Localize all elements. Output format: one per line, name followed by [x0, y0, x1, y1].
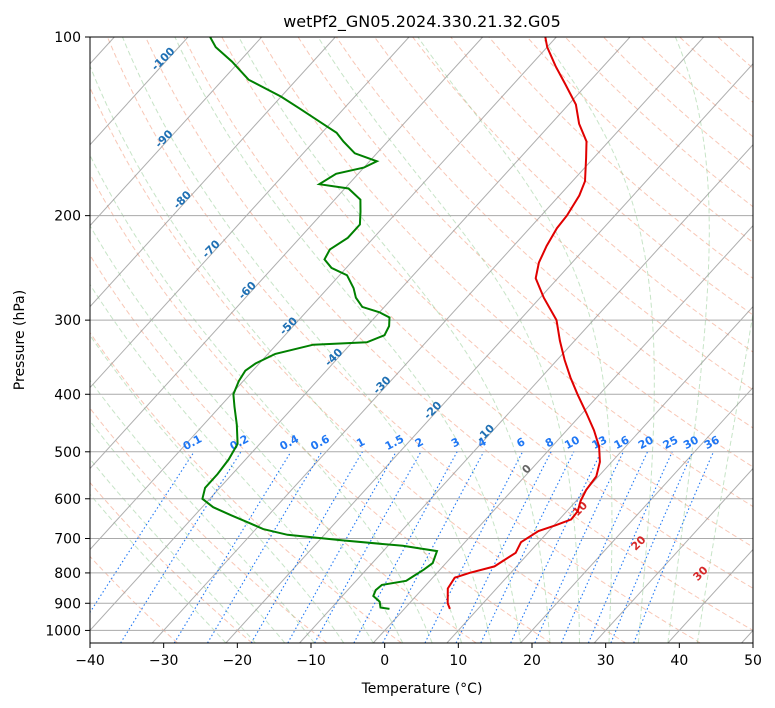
mixing-ratio-line	[173, 451, 292, 643]
dewpoint-line	[201, 37, 439, 610]
mixing-ratio-line	[314, 451, 422, 643]
isotherm	[90, 37, 410, 389]
x-tick-label: −10	[296, 653, 326, 669]
mixing-ratio-line	[207, 451, 323, 643]
y-tick-label: 900	[54, 596, 81, 612]
isotherm	[593, 467, 753, 643]
moist-adiabat	[90, 283, 374, 643]
dry-adiabat	[90, 86, 626, 643]
x-axis-label: Temperature (°C)	[361, 681, 483, 697]
dry-adiabat	[297, 37, 753, 468]
x-tick-label: 30	[597, 653, 615, 669]
mixing-ratio-label: 25	[661, 433, 681, 452]
y-tick-label: 600	[54, 492, 81, 508]
temperature-line	[446, 37, 601, 610]
isotherm	[520, 386, 753, 643]
mixing-ratio-line	[633, 451, 715, 643]
moist-adiabat	[238, 37, 551, 643]
mixing-ratio-lines	[90, 451, 715, 643]
moist-adiabat	[317, 37, 580, 643]
moist-adiabat	[90, 154, 433, 643]
dry-adiabat	[106, 37, 701, 643]
mixing-ratio-line	[120, 451, 242, 643]
mixing-ratio-line	[382, 451, 485, 643]
mixing-ratio-line	[353, 451, 458, 643]
dry-adiabat	[412, 37, 753, 353]
moist-adiabat	[417, 37, 613, 643]
plot-frame	[89, 36, 754, 644]
moist-adiabat	[90, 458, 256, 643]
isotherm	[151, 37, 705, 643]
mixing-ratio-label: 20	[636, 433, 656, 452]
x-tick-label: 40	[670, 653, 688, 669]
y-tick-label: 500	[54, 445, 81, 461]
mixing-ratio-label: 10	[562, 433, 582, 452]
moist-adiabat	[122, 37, 492, 643]
y-tick-label: 1000	[45, 623, 81, 639]
mixing-ratio-line	[610, 451, 694, 643]
dry-adiabat	[90, 173, 552, 643]
moist-adiabat	[90, 420, 286, 643]
sounding-series	[201, 37, 601, 610]
x-tick-label: −40	[75, 653, 105, 669]
dry-adiabat	[374, 37, 753, 391]
isotherm	[372, 224, 753, 643]
mixing-ratio-line	[90, 451, 195, 614]
x-tick-label: −20	[223, 653, 253, 669]
mixing-ratio-label: 16	[612, 433, 632, 452]
mixing-ratio-label: 36	[702, 433, 722, 452]
moist-adiabat	[667, 37, 710, 643]
y-tick-label: 800	[54, 566, 81, 582]
mixing-ratio-line	[455, 451, 552, 643]
x-tick-label: 10	[449, 653, 467, 669]
isotherm	[90, 37, 189, 146]
mixing-ratio-line	[560, 451, 648, 643]
moist-adiabat	[541, 37, 655, 643]
isotherm	[446, 305, 753, 643]
mixing-ratio-label: 13	[590, 433, 610, 452]
dry-adiabat	[183, 37, 753, 589]
isotherm	[90, 37, 631, 632]
mixing-ratio-label: 30	[681, 433, 701, 452]
y-tick-label: 300	[54, 313, 81, 329]
x-tick-label: 50	[744, 653, 762, 669]
dry-adiabat	[259, 37, 753, 508]
isotherm	[299, 143, 753, 643]
axis-ticks: −40 −30 −20 −10 0 10 20 30 40 50 100 200 300 400 500 60…	[45, 30, 762, 669]
x-tick-label: 0	[380, 653, 389, 669]
isotherms	[90, 37, 753, 643]
y-tick-label: 700	[54, 532, 81, 548]
isotherm	[90, 37, 484, 470]
mixing-ratio-line	[480, 451, 575, 643]
chart-title: wetPf2_GN05.2024.330.21.32.G05	[283, 12, 561, 32]
moist-adiabat	[696, 310, 753, 643]
dry-adiabat	[145, 37, 753, 631]
y-tick-label: 100	[54, 30, 81, 46]
y-tick-label: 200	[54, 209, 81, 225]
moist-adiabat	[174, 37, 522, 643]
x-tick-label: −30	[149, 653, 179, 669]
isotherm	[90, 37, 336, 308]
moist-adiabat	[90, 493, 227, 643]
isotherm	[90, 37, 263, 227]
x-tick-label: 20	[523, 653, 541, 669]
isobars	[90, 37, 753, 631]
y-axis-label: Pressure (hPa)	[12, 290, 28, 390]
isotherm	[90, 37, 557, 551]
isotherm	[225, 63, 753, 643]
moist-adiabat	[90, 334, 345, 643]
mixing-ratio-line	[587, 451, 673, 643]
y-tick-label: 400	[54, 387, 81, 403]
